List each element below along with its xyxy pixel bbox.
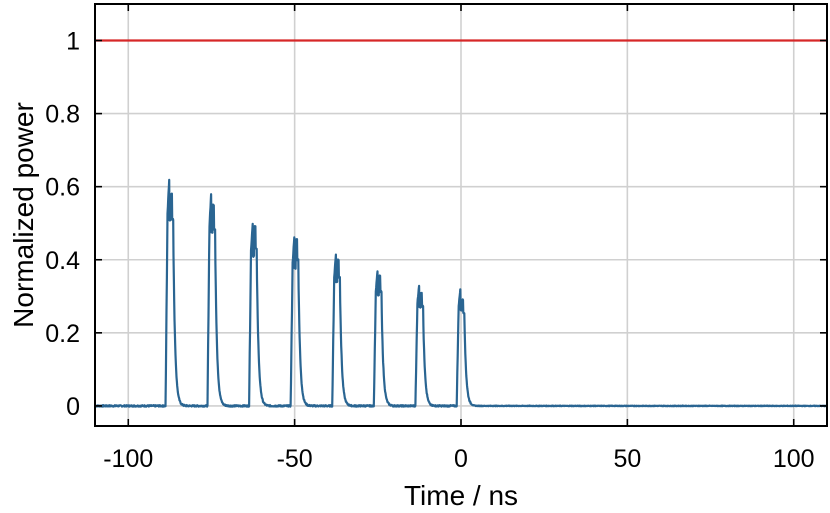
y-axis-title: Normalized power <box>8 102 39 328</box>
x-axis-title: Time / ns <box>404 480 518 511</box>
series-layer <box>94 39 828 408</box>
x-tick-label: 50 <box>613 445 641 473</box>
x-tick-label: -50 <box>277 445 313 473</box>
y-tick-label: 0 <box>66 393 80 421</box>
grid <box>95 4 827 426</box>
ticks: -100 -50 0 50 100 0 0.2 0.4 0.6 0.8 1 <box>45 4 827 473</box>
y-tick-label: 1 <box>66 28 80 56</box>
y-tick-label: 0.4 <box>45 247 80 275</box>
y-tick-label: 0.2 <box>45 320 80 348</box>
x-tick-label: 100 <box>773 445 815 473</box>
y-tick-label: 0.6 <box>45 174 80 202</box>
x-tick-label: 0 <box>454 445 468 473</box>
y-tick-label: 0.8 <box>45 101 80 129</box>
series-line-pulses <box>94 178 828 408</box>
x-tick-label: -100 <box>103 445 153 473</box>
